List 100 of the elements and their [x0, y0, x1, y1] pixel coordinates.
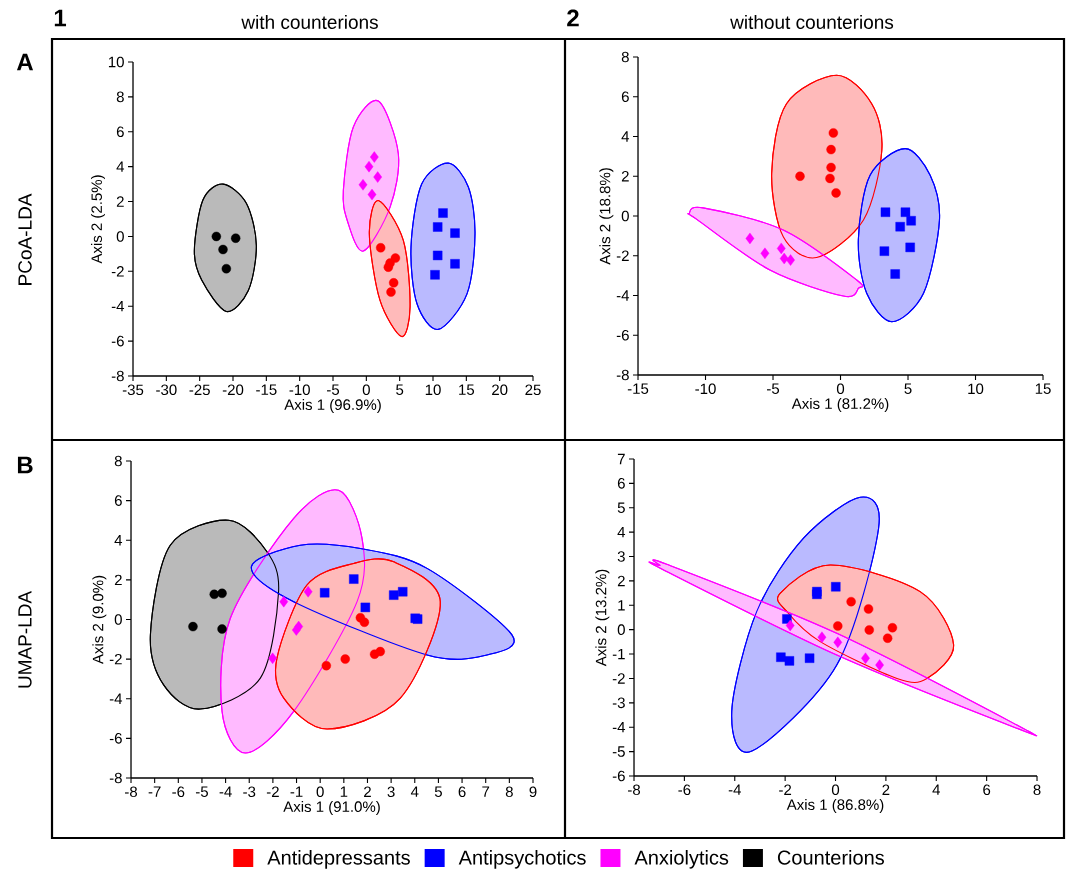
x-axis-title: Axis 1 (91.0%): [283, 800, 380, 815]
y-tick-label: 10: [108, 56, 124, 68]
legend-label: Antipsychotics: [458, 849, 586, 869]
y-tick-label: 6: [617, 478, 625, 489]
chart-title: with counterions: [241, 15, 378, 29]
y-tick-label: -2: [612, 673, 625, 684]
y-axis-title: Axis 2 (18.8%): [599, 168, 614, 265]
y-tick-label: 4: [617, 526, 626, 538]
x-tick-label: -20: [222, 384, 244, 396]
text: A: [16, 53, 34, 71]
x-tick-label: 9: [529, 786, 537, 798]
x-tick-label: -2: [266, 786, 279, 797]
chart-title: without counterions: [730, 15, 894, 29]
y-tick-label: 0: [114, 614, 122, 625]
x-tick-label: -3: [243, 786, 256, 798]
x-tick-label: -10: [289, 384, 310, 396]
y-tick-label: 4: [114, 535, 123, 546]
y-tick-label: -8: [111, 370, 124, 382]
y-tick-label: 2: [114, 574, 122, 586]
x-tick-label: 6: [458, 786, 466, 798]
x-tick-label: 0: [362, 384, 370, 396]
text: PCoA-LDA: [18, 193, 32, 285]
x-tick-label: -5: [195, 786, 208, 797]
legend-label: Antidepressants: [267, 849, 410, 869]
y-tick-label: 6: [621, 91, 629, 103]
x-tick-label: 0: [316, 786, 324, 798]
y-tick-label: -6: [109, 733, 122, 744]
y-tick-label: -6: [616, 329, 629, 341]
x-axis-title: Axis 1 (81.2%): [791, 397, 889, 412]
text: 1: [54, 9, 67, 27]
x-tick-label: 4: [410, 786, 419, 797]
x-tick-label: -8: [125, 786, 138, 798]
x-tick-label: 8: [1033, 784, 1041, 796]
x-tick-label: -6: [678, 784, 691, 796]
y-tick-label: -4: [616, 290, 630, 301]
y-tick-label: 8: [621, 51, 629, 63]
x-tick-label: -5: [767, 383, 780, 394]
x-tick-label: -7: [148, 786, 161, 797]
y-tick-label: -4: [111, 301, 125, 312]
x-tick-label: 2: [364, 786, 371, 797]
x-tick-label: 10: [968, 383, 984, 395]
x-axis-title: Axis 1 (86.8%): [786, 798, 884, 813]
y-tick-label: -5: [612, 746, 625, 757]
x-tick-label: -15: [256, 384, 277, 395]
legend-label: Anxiolytics: [634, 849, 729, 869]
text: 2: [567, 9, 579, 27]
x-tick-label: 3: [387, 786, 395, 798]
y-tick-label: -2: [111, 266, 124, 277]
y-tick-label: -8: [616, 369, 629, 381]
text: B: [17, 456, 33, 474]
y-tick-label: 1: [618, 600, 625, 611]
y-tick-label: -1: [612, 648, 625, 660]
y-tick-label: -8: [109, 772, 122, 784]
y-tick-label: 4: [621, 131, 630, 142]
y-tick-label: 8: [116, 91, 124, 103]
x-axis-title: Axis 1 (96.9%): [284, 398, 381, 413]
y-tick-label: 0: [621, 210, 629, 222]
x-tick-label: -35: [122, 384, 144, 396]
x-tick-label: -15: [627, 383, 649, 394]
y-tick-label: -2: [616, 250, 629, 261]
x-tick-label: 15: [459, 384, 475, 395]
text: UMAP-LDA: [18, 590, 32, 688]
y-tick-label: 2: [617, 575, 625, 587]
y-tick-label: 2: [116, 196, 124, 207]
y-tick-label: -4: [109, 693, 123, 704]
x-tick-label: 5: [396, 384, 404, 395]
y-tick-label: -6: [612, 770, 625, 782]
x-tick-label: -25: [189, 384, 210, 396]
x-tick-label: 4: [932, 784, 940, 795]
legend-label: Counterions: [777, 849, 885, 865]
x-tick-label: 0: [836, 383, 845, 395]
x-tick-label: -4: [728, 784, 741, 795]
x-tick-label: 15: [1035, 383, 1051, 394]
x-tick-label: 10: [425, 384, 441, 396]
y-axis-title: Axis 2 (13.2%): [595, 569, 610, 667]
y-tick-label: 6: [114, 495, 122, 506]
x-tick-label: 2: [882, 784, 890, 795]
y-tick-label: 0: [617, 624, 625, 635]
y-tick-label: 5: [617, 502, 625, 513]
y-tick-label: 7: [617, 453, 625, 465]
x-tick-label: 8: [505, 786, 513, 798]
y-axis-title: Axis 2 (9.0%): [92, 575, 107, 665]
y-tick-label: 2: [621, 171, 629, 182]
y-tick-label: -6: [111, 335, 124, 347]
y-tick-label: -4: [612, 722, 626, 733]
y-tick-label: 0: [116, 231, 124, 242]
x-tick-label: -4: [219, 786, 232, 797]
x-tick-label: 1: [340, 786, 348, 797]
x-tick-label: -30: [156, 384, 177, 396]
y-tick-label: 6: [116, 126, 124, 138]
x-tick-label: -2: [779, 784, 792, 795]
x-tick-label: -10: [695, 383, 716, 395]
y-axis-title: Axis 2 (2.5%): [90, 175, 105, 264]
y-tick-label: 8: [114, 455, 122, 467]
x-tick-label: 7: [482, 786, 490, 797]
y-tick-label: 3: [617, 551, 625, 562]
y-tick-label: -3: [612, 697, 625, 709]
x-tick-label: -5: [327, 384, 340, 395]
x-tick-label: -1: [290, 786, 303, 797]
x-tick-label: 5: [904, 383, 912, 394]
